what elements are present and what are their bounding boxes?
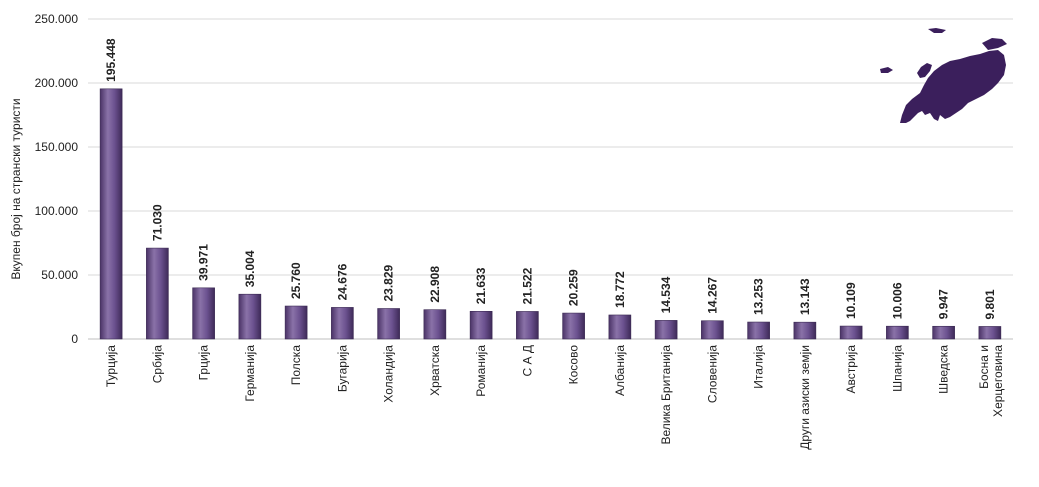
data-label: 14.267: [705, 277, 719, 314]
bar: [284, 305, 308, 340]
data-label: 13.143: [798, 278, 812, 315]
y-tick-label: 50.000: [41, 268, 78, 282]
value-labels: 195.448 71.030 39.971 35.004 25.760 24.676 23.…: [104, 38, 997, 319]
bar: [238, 293, 262, 340]
bar: [146, 247, 169, 340]
data-label: 21.522: [520, 267, 534, 304]
category-label: Грција: [197, 345, 211, 381]
bar: [423, 309, 447, 340]
data-label: 10.006: [890, 282, 904, 319]
category-label: Албанија: [613, 345, 627, 396]
bar: [886, 325, 909, 340]
data-label: 10.109: [844, 282, 858, 319]
data-label: 22.908: [428, 266, 442, 303]
category-label: Србија: [150, 345, 164, 384]
y-axis-ticks: 0 50.000 100.000 150.000 200.000 250.000: [35, 12, 79, 346]
bar: [839, 325, 863, 340]
bar: [377, 308, 400, 340]
data-label: 18.772: [613, 271, 627, 308]
data-label: 9.801: [983, 289, 997, 319]
y-tick-label: 200.000: [35, 76, 79, 90]
category-label: Велика Британија: [659, 345, 673, 445]
bars: [99, 88, 1002, 340]
data-label: 71.030: [150, 204, 164, 241]
y-tick-label: 250.000: [35, 12, 79, 26]
category-label: Италија: [752, 345, 766, 389]
bar: [793, 321, 817, 340]
data-label: 35.004: [243, 250, 257, 287]
category-label: Босна иХерцеговина: [977, 345, 1005, 417]
data-label: 195.448: [104, 38, 118, 82]
data-label: 25.760: [289, 262, 303, 299]
category-label: Шведска: [937, 345, 951, 394]
bar: [562, 312, 585, 340]
category-label: Холандија: [382, 345, 396, 403]
category-label: С А Д: [520, 345, 534, 376]
category-label: Бугарија: [335, 345, 349, 392]
data-label: 24.676: [335, 263, 349, 300]
bar: [747, 321, 770, 340]
y-axis-label: Вкупен број на странски туристи: [9, 98, 23, 279]
category-label: Словенија: [705, 345, 719, 403]
data-label: 13.253: [752, 278, 766, 315]
category-label: Други азиски земји: [798, 345, 812, 450]
data-label: 9.947: [937, 289, 951, 319]
category-label: Полска: [289, 345, 303, 386]
bar: [192, 287, 215, 340]
bar: [654, 320, 678, 340]
bar: [516, 311, 539, 340]
category-label: Турција: [104, 345, 118, 387]
y-tick-label: 150.000: [35, 140, 79, 154]
category-label: Австрија: [844, 345, 858, 394]
bar: [701, 320, 724, 340]
data-label: 14.534: [659, 276, 673, 313]
category-label: Германија: [243, 345, 257, 402]
data-label: 23.829: [382, 264, 396, 301]
bar: [932, 325, 955, 340]
data-label: 20.259: [567, 269, 581, 306]
y-tick-label: 0: [71, 332, 78, 346]
category-labels: Турција Србија Грција Германија Полска Бугари…: [104, 345, 1005, 450]
data-label: 39.971: [197, 244, 211, 281]
bar: [331, 307, 354, 340]
category-label: Шпанија: [890, 345, 904, 392]
category-label: Хрватска: [428, 345, 442, 396]
europe-map-icon: [880, 28, 1007, 123]
category-label: Косово: [567, 345, 581, 385]
y-tick-label: 100.000: [35, 204, 79, 218]
gridlines: [88, 18, 1013, 340]
bar: [608, 314, 632, 340]
data-label: 21.633: [474, 267, 488, 304]
category-label: Романија: [474, 345, 488, 397]
bar: [469, 311, 493, 340]
bar: [99, 88, 123, 340]
bar: [978, 326, 1002, 340]
